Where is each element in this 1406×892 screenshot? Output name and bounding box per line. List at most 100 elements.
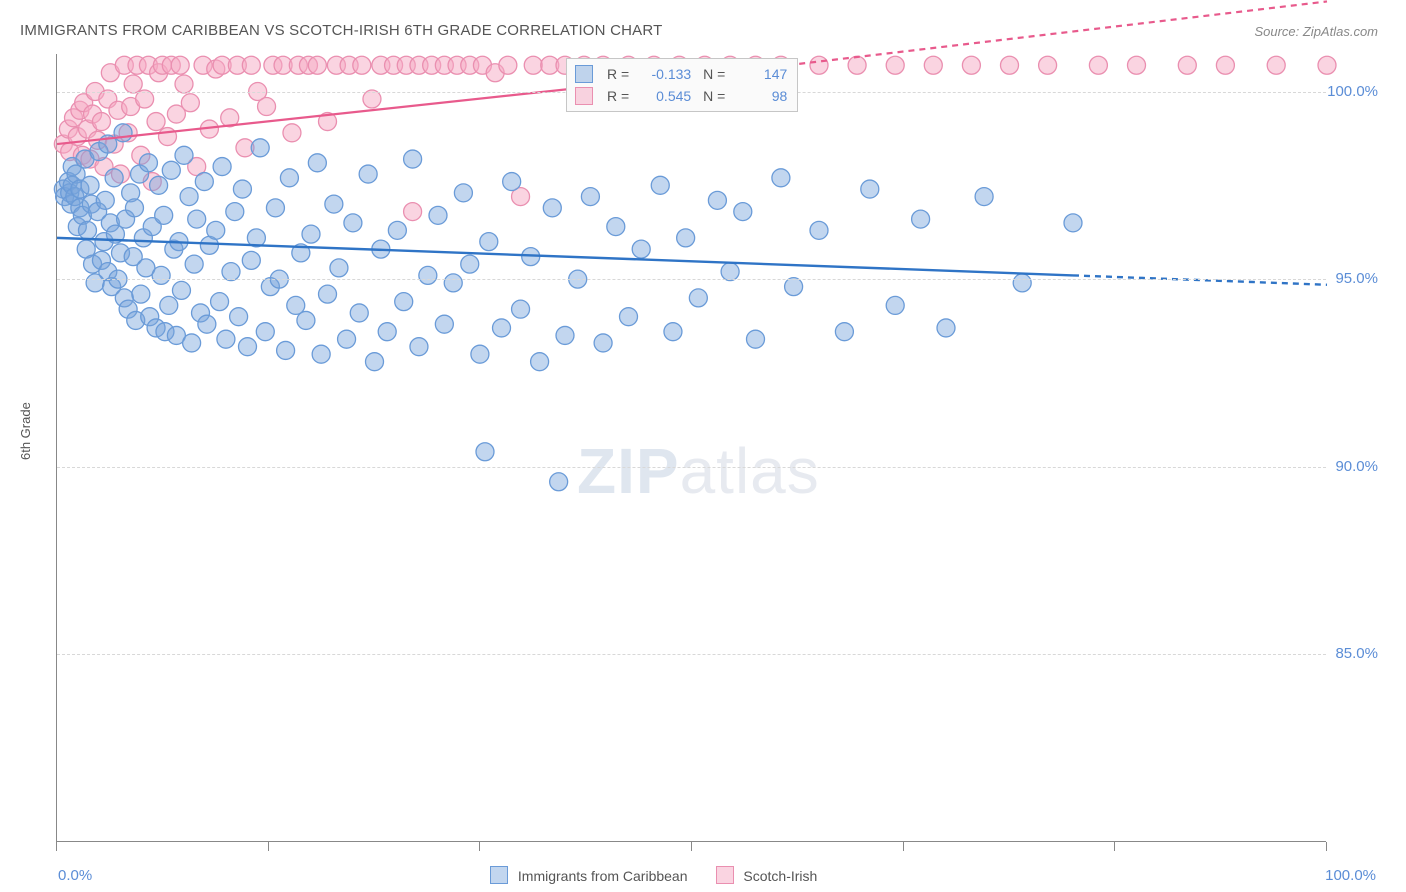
data-point	[230, 308, 248, 326]
data-point	[493, 319, 511, 337]
data-point	[1013, 274, 1031, 292]
data-point	[1039, 56, 1057, 74]
data-point	[410, 338, 428, 356]
data-point	[139, 154, 157, 172]
data-point	[175, 75, 193, 93]
data-point	[429, 206, 447, 224]
data-point	[175, 146, 193, 164]
data-point	[556, 326, 574, 344]
data-point	[297, 311, 315, 329]
stat-r-scotchirish: 0.545	[637, 85, 691, 107]
legend-label-scotchirish: Scotch-Irish	[743, 868, 817, 884]
x-tick	[1114, 842, 1115, 851]
data-point	[975, 188, 993, 206]
data-point	[78, 221, 96, 239]
data-point	[280, 169, 298, 187]
data-point	[550, 473, 568, 491]
data-point	[480, 233, 498, 251]
data-point	[924, 56, 942, 74]
data-point	[937, 319, 955, 337]
data-point	[810, 221, 828, 239]
data-point	[848, 56, 866, 74]
legend-item-scotchirish: Scotch-Irish	[716, 866, 818, 884]
data-point	[366, 353, 384, 371]
data-point	[524, 56, 542, 74]
data-point	[419, 266, 437, 284]
data-point	[132, 285, 150, 303]
data-point	[543, 199, 561, 217]
x-tick-min: 0.0%	[58, 867, 92, 884]
data-point	[312, 345, 330, 363]
chart-plot-area: ZIPatlas	[56, 54, 1326, 842]
y-tick-label: 90.0%	[1335, 458, 1378, 475]
data-point	[359, 165, 377, 183]
data-point	[861, 180, 879, 198]
data-point	[664, 323, 682, 341]
data-point	[160, 296, 178, 314]
data-point	[886, 296, 904, 314]
data-point	[620, 308, 638, 326]
data-point	[226, 203, 244, 221]
data-point	[105, 169, 123, 187]
data-point	[651, 176, 669, 194]
data-point	[155, 206, 173, 224]
data-point	[150, 176, 168, 194]
data-point	[772, 169, 790, 187]
legend-item-caribbean: Immigrants from Caribbean	[490, 866, 688, 884]
stat-n-scotchirish: 98	[733, 85, 787, 107]
data-point	[607, 218, 625, 236]
stat-r-caribbean: -0.133	[637, 63, 691, 85]
legend-label-caribbean: Immigrants from Caribbean	[518, 868, 688, 884]
data-point	[404, 150, 422, 168]
data-point	[734, 203, 752, 221]
data-point	[180, 188, 198, 206]
y-gridline	[57, 279, 1326, 280]
data-point	[677, 229, 695, 247]
data-point	[256, 323, 274, 341]
data-point	[124, 75, 142, 93]
x-tick	[268, 842, 269, 851]
data-point	[444, 274, 462, 292]
correlation-stats-box: R = -0.133 N = 147 R = 0.545 N = 98	[566, 58, 798, 112]
data-point	[344, 214, 362, 232]
legend: Immigrants from Caribbean Scotch-Irish	[490, 866, 817, 884]
data-point	[152, 266, 170, 284]
data-point	[1128, 56, 1146, 74]
x-tick	[1326, 842, 1327, 851]
data-point	[81, 176, 99, 194]
data-point	[114, 124, 132, 142]
data-point	[1064, 214, 1082, 232]
data-point	[454, 184, 472, 202]
stats-swatch-scotchirish	[575, 87, 593, 105]
data-point	[435, 315, 453, 333]
data-point	[217, 330, 235, 348]
data-point	[461, 255, 479, 273]
data-point	[962, 56, 980, 74]
data-point	[136, 90, 154, 108]
y-tick-label: 95.0%	[1335, 270, 1378, 287]
data-point	[181, 94, 199, 112]
data-point	[251, 139, 269, 157]
y-tick-label: 85.0%	[1335, 645, 1378, 662]
data-point	[96, 191, 114, 209]
data-point	[195, 173, 213, 191]
data-point	[222, 263, 240, 281]
data-point	[188, 210, 206, 228]
data-point	[277, 341, 295, 359]
y-gridline	[57, 467, 1326, 468]
data-point	[1001, 56, 1019, 74]
data-point	[258, 98, 276, 116]
data-point	[632, 240, 650, 258]
data-point	[172, 281, 190, 299]
stats-row-caribbean: R = -0.133 N = 147	[575, 63, 787, 85]
data-point	[810, 56, 828, 74]
data-point	[503, 173, 521, 191]
data-point	[162, 161, 180, 179]
data-point	[92, 113, 110, 131]
data-point	[581, 188, 599, 206]
data-point	[233, 180, 251, 198]
scatter-plot-svg	[57, 54, 1326, 841]
data-point	[395, 293, 413, 311]
data-point	[266, 199, 284, 217]
data-point	[207, 221, 225, 239]
